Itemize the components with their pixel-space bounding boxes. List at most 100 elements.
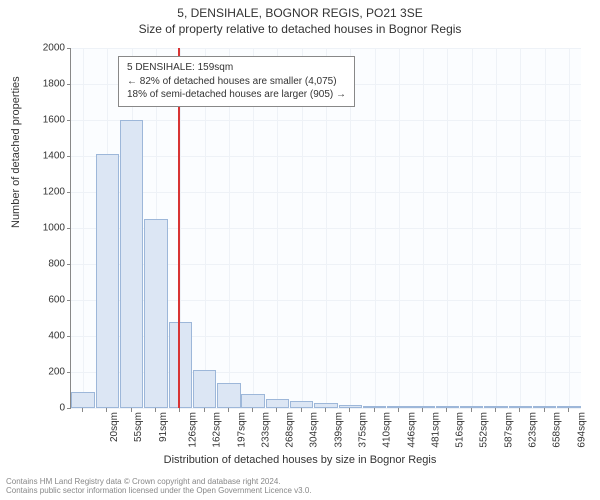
title-block: 5, DENSIHALE, BOGNOR REGIS, PO21 3SE Siz… (0, 6, 600, 36)
gridline-v (423, 48, 424, 408)
xtick-label: 552sqm (479, 412, 490, 448)
xtick-mark (568, 408, 569, 412)
xtick-mark (325, 408, 326, 412)
gridline-v (447, 48, 448, 408)
xtick-mark (544, 408, 545, 412)
xtick-label: 162sqm (212, 412, 223, 448)
xtick-label: 410sqm (382, 412, 393, 448)
ytick-label: 600 (5, 295, 65, 306)
gridline-v (545, 48, 546, 408)
xtick-mark (471, 408, 472, 412)
histogram-bar (460, 406, 483, 408)
histogram-bar (363, 406, 386, 408)
x-axis-label: Distribution of detached houses by size … (0, 454, 600, 466)
xtick-mark (374, 408, 375, 412)
xtick-label: 20sqm (109, 412, 120, 442)
footer-line1: Contains HM Land Registry data © Crown c… (6, 477, 312, 487)
ytick-mark (67, 336, 71, 337)
xtick-label: 339sqm (333, 412, 344, 448)
ytick-label: 200 (5, 367, 65, 378)
xtick-mark (131, 408, 132, 412)
xtick-label: 126sqm (188, 412, 199, 448)
gridline-v (496, 48, 497, 408)
xtick-mark (495, 408, 496, 412)
xtick-mark (446, 408, 447, 412)
xtick-mark (519, 408, 520, 412)
xtick-label: 516sqm (455, 412, 466, 448)
ytick-mark (67, 408, 71, 409)
xtick-label: 233sqm (260, 412, 271, 448)
ytick-label: 400 (5, 331, 65, 342)
ytick-label: 1000 (5, 223, 65, 234)
histogram-bar (509, 406, 532, 408)
histogram-bar (339, 405, 362, 408)
annotation-box: 5 DENSIHALE: 159sqm ← 82% of detached ho… (118, 56, 355, 107)
histogram-bar (120, 120, 143, 408)
xtick-label: 694sqm (576, 412, 587, 448)
title-subtitle: Size of property relative to detached ho… (0, 22, 600, 36)
ytick-label: 800 (5, 259, 65, 270)
title-address: 5, DENSIHALE, BOGNOR REGIS, PO21 3SE (0, 6, 600, 20)
xtick-label: 91sqm (158, 412, 169, 442)
xtick-mark (155, 408, 156, 412)
xtick-mark (106, 408, 107, 412)
footer-attribution: Contains HM Land Registry data © Crown c… (6, 477, 312, 496)
xtick-mark (179, 408, 180, 412)
ytick-mark (67, 228, 71, 229)
xtick-label: 55sqm (133, 412, 144, 442)
xtick-mark (228, 408, 229, 412)
xtick-mark (82, 408, 83, 412)
gridline-v (520, 48, 521, 408)
xtick-label: 623sqm (528, 412, 539, 448)
ytick-mark (67, 192, 71, 193)
ytick-label: 1400 (5, 151, 65, 162)
ytick-mark (67, 156, 71, 157)
annotation-line2: ← 82% of detached houses are smaller (4,… (127, 75, 346, 89)
gridline-v (569, 48, 570, 408)
chart-container: 5, DENSIHALE, BOGNOR REGIS, PO21 3SE Siz… (0, 0, 600, 500)
xtick-mark (349, 408, 350, 412)
gridline-h (71, 408, 581, 409)
ytick-mark (67, 372, 71, 373)
histogram-bar (241, 394, 264, 408)
ytick-mark (67, 84, 71, 85)
xtick-label: 375sqm (358, 412, 369, 448)
xtick-label: 304sqm (309, 412, 320, 448)
ytick-label: 2000 (5, 43, 65, 54)
annotation-line1: 5 DENSIHALE: 159sqm (127, 61, 346, 75)
xtick-mark (398, 408, 399, 412)
xtick-mark (276, 408, 277, 412)
xtick-mark (422, 408, 423, 412)
histogram-bar (557, 406, 580, 408)
histogram-bar (411, 406, 434, 408)
histogram-bar (71, 392, 94, 408)
histogram-bar (387, 406, 410, 408)
ytick-mark (67, 300, 71, 301)
gridline-v (472, 48, 473, 408)
footer-line2: Contains public sector information licen… (6, 486, 312, 496)
xtick-mark (204, 408, 205, 412)
ytick-mark (67, 120, 71, 121)
histogram-bar (193, 370, 216, 408)
histogram-bar (436, 406, 459, 408)
ytick-label: 0 (5, 403, 65, 414)
gridline-v (399, 48, 400, 408)
gridline-v (375, 48, 376, 408)
ytick-mark (67, 48, 71, 49)
histogram-bar (217, 383, 240, 408)
xtick-label: 268sqm (285, 412, 296, 448)
xtick-mark (301, 408, 302, 412)
histogram-bar (290, 401, 313, 408)
xtick-mark (252, 408, 253, 412)
xtick-label: 481sqm (430, 412, 441, 448)
histogram-bar (96, 154, 119, 408)
ytick-label: 1800 (5, 79, 65, 90)
histogram-bar (144, 219, 167, 408)
annotation-line3: 18% of semi-detached houses are larger (… (127, 88, 346, 102)
ytick-mark (67, 264, 71, 265)
gridline-v (83, 48, 84, 408)
xtick-label: 587sqm (503, 412, 514, 448)
histogram-bar (533, 406, 556, 408)
ytick-label: 1600 (5, 115, 65, 126)
xtick-label: 197sqm (236, 412, 247, 448)
